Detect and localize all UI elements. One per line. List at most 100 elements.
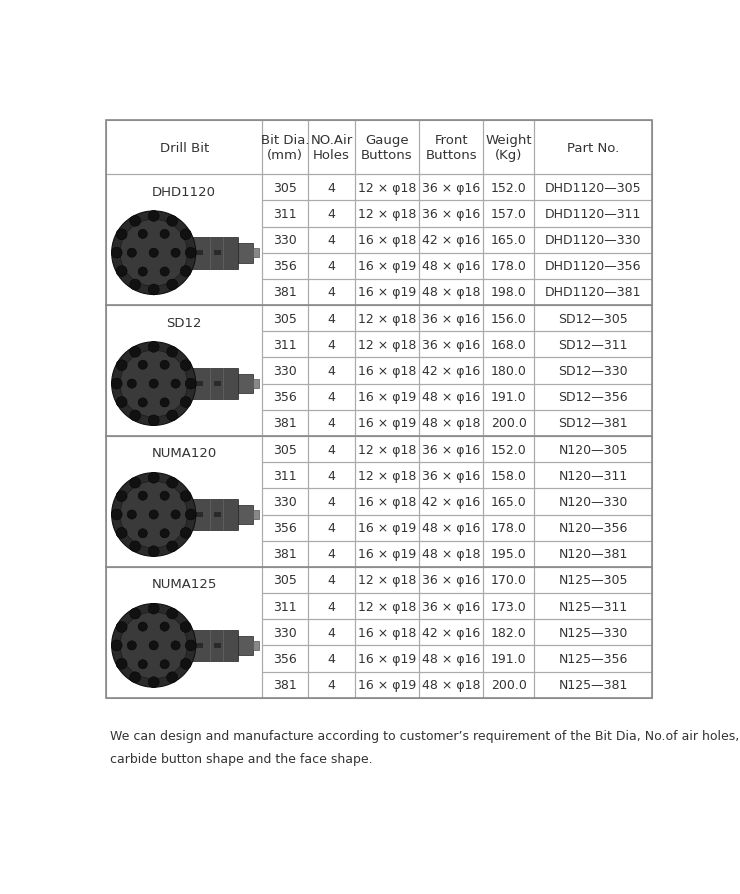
Bar xyxy=(354,489,419,515)
Text: 200.0: 200.0 xyxy=(491,679,527,691)
Bar xyxy=(309,384,354,410)
Text: 48 × φ18: 48 × φ18 xyxy=(422,417,480,430)
Bar xyxy=(238,505,253,525)
Text: 36 × φ16: 36 × φ16 xyxy=(422,600,480,613)
Ellipse shape xyxy=(116,622,124,630)
Text: 152.0: 152.0 xyxy=(491,181,527,195)
Text: 12 × φ18: 12 × φ18 xyxy=(357,207,416,221)
Ellipse shape xyxy=(166,347,178,358)
Text: 12 × φ18: 12 × φ18 xyxy=(357,339,416,351)
Bar xyxy=(419,306,483,332)
Text: 305: 305 xyxy=(273,181,297,195)
Bar xyxy=(262,515,309,541)
Bar xyxy=(534,306,652,332)
Bar xyxy=(177,238,238,269)
Ellipse shape xyxy=(166,477,178,488)
Ellipse shape xyxy=(150,342,158,350)
Bar xyxy=(262,358,309,384)
Bar xyxy=(483,358,534,384)
Bar xyxy=(253,249,259,257)
Bar xyxy=(195,382,203,387)
Ellipse shape xyxy=(184,361,191,368)
Ellipse shape xyxy=(160,492,169,501)
Text: 330: 330 xyxy=(273,234,297,247)
Ellipse shape xyxy=(127,510,136,519)
Bar xyxy=(262,462,309,489)
Ellipse shape xyxy=(160,399,169,408)
Bar xyxy=(534,462,652,489)
Bar xyxy=(262,489,309,515)
Bar xyxy=(419,620,483,645)
Bar xyxy=(483,253,534,280)
Bar xyxy=(262,594,309,620)
Bar xyxy=(534,410,652,436)
Bar xyxy=(262,201,309,227)
Ellipse shape xyxy=(148,603,159,614)
Text: 200.0: 200.0 xyxy=(491,417,527,430)
Text: 180.0: 180.0 xyxy=(491,365,527,377)
Ellipse shape xyxy=(120,220,187,287)
Ellipse shape xyxy=(116,527,127,539)
Text: N125—311: N125—311 xyxy=(559,600,628,613)
Text: 16 × φ19: 16 × φ19 xyxy=(357,260,416,273)
Bar xyxy=(309,515,354,541)
Ellipse shape xyxy=(130,609,141,620)
Text: 16 × φ19: 16 × φ19 xyxy=(357,548,416,561)
Bar xyxy=(534,541,652,567)
Ellipse shape xyxy=(138,399,147,408)
Bar xyxy=(483,332,534,358)
Text: 12 × φ18: 12 × φ18 xyxy=(357,574,416,586)
Text: 4: 4 xyxy=(328,181,335,195)
Bar xyxy=(195,250,203,257)
Bar xyxy=(534,567,652,594)
Text: N120—356: N120—356 xyxy=(559,521,628,535)
Bar xyxy=(354,253,419,280)
Bar xyxy=(534,121,652,175)
Ellipse shape xyxy=(116,492,124,500)
Ellipse shape xyxy=(148,342,159,353)
Ellipse shape xyxy=(138,660,147,669)
Text: 48 × φ16: 48 × φ16 xyxy=(422,391,480,404)
Text: 36 × φ16: 36 × φ16 xyxy=(422,469,480,482)
Text: 4: 4 xyxy=(328,443,335,456)
Ellipse shape xyxy=(150,288,158,296)
Bar xyxy=(419,541,483,567)
Ellipse shape xyxy=(148,284,159,296)
Text: 36 × φ16: 36 × φ16 xyxy=(422,207,480,221)
Text: 191.0: 191.0 xyxy=(491,653,527,665)
Text: 157.0: 157.0 xyxy=(491,207,527,221)
Ellipse shape xyxy=(150,211,158,218)
Text: 170.0: 170.0 xyxy=(491,574,527,586)
Bar xyxy=(253,641,259,650)
Bar xyxy=(107,436,262,567)
Ellipse shape xyxy=(166,410,178,421)
Ellipse shape xyxy=(138,361,147,370)
Text: SD12—330: SD12—330 xyxy=(558,365,628,377)
Ellipse shape xyxy=(138,529,147,538)
Bar xyxy=(483,201,534,227)
Ellipse shape xyxy=(166,216,178,227)
Bar xyxy=(262,332,309,358)
Bar xyxy=(354,541,419,567)
Text: 42 × φ16: 42 × φ16 xyxy=(422,234,480,247)
Text: SD12—356: SD12—356 xyxy=(558,391,628,404)
Text: Front
Buttons: Front Buttons xyxy=(425,134,477,162)
Ellipse shape xyxy=(116,269,124,276)
Text: 42 × φ16: 42 × φ16 xyxy=(422,365,480,377)
Bar xyxy=(419,280,483,306)
Ellipse shape xyxy=(166,541,178,552)
Text: 191.0: 191.0 xyxy=(491,391,527,404)
Bar xyxy=(354,410,419,436)
Text: 165.0: 165.0 xyxy=(491,234,527,247)
Text: SD12—311: SD12—311 xyxy=(559,339,628,351)
Bar xyxy=(419,567,483,594)
Bar xyxy=(354,201,419,227)
Ellipse shape xyxy=(116,360,127,371)
Ellipse shape xyxy=(138,267,147,277)
Bar xyxy=(483,671,534,698)
Bar xyxy=(262,671,309,698)
Bar xyxy=(354,280,419,306)
Bar xyxy=(419,175,483,201)
Text: 48 × φ18: 48 × φ18 xyxy=(422,548,480,561)
Ellipse shape xyxy=(116,491,127,502)
